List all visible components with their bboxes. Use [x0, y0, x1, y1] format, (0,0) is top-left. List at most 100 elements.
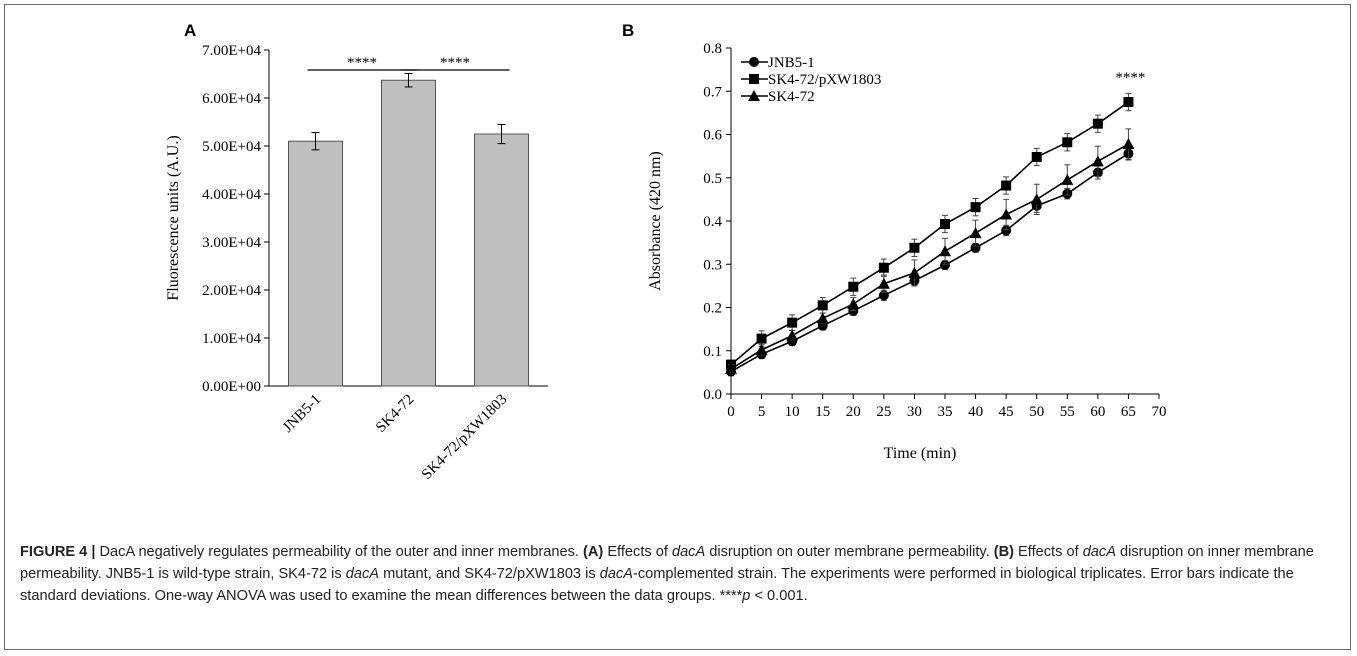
caption-segment: < 0.001.	[750, 588, 808, 604]
y-tick-label-a: 0.00E+00	[202, 379, 261, 395]
data-point	[817, 300, 828, 311]
x-tick-label-b: 35	[938, 404, 953, 420]
data-point	[1001, 180, 1012, 191]
x-tick-label-b: 30	[907, 404, 922, 420]
y-tick-label-b: 0.0	[703, 387, 722, 403]
caption-segment: Effects of	[603, 544, 672, 560]
caption-segment: DacA negatively regulates permeability o…	[95, 544, 583, 560]
x-tick-label-a: SK4-72	[373, 392, 417, 436]
series-line	[730, 152, 1129, 373]
x-tick-label-b: 50	[1029, 404, 1044, 420]
caption-segment: mutant, and SK4-72/pXW1803 is	[379, 566, 600, 582]
panel-label-b: B	[622, 21, 634, 40]
panel-label-a: A	[184, 21, 196, 40]
x-axis-label-b: Time (min)	[884, 445, 957, 462]
caption-segment: dacA	[599, 566, 633, 582]
caption-label: FIGURE 4 |	[20, 544, 96, 560]
y-tick-label-a: 6.00E+04	[202, 91, 261, 107]
data-point	[787, 317, 798, 328]
caption-segment: -complemented strain. The experiments we…	[20, 566, 1294, 604]
y-tick-label-b: 0.8	[703, 41, 722, 57]
y-tick-label-a: 1.00E+04	[202, 331, 261, 347]
figure-container	[4, 4, 1351, 650]
caption-segment: disruption on inner membrane permeabilit…	[20, 544, 1314, 582]
series-line	[730, 101, 1129, 366]
x-tick-label-b: 20	[846, 404, 861, 420]
chart-b: 0.0 0.1 0.2 0.3 0.4 0.5 0.6 0.7 0.8 0 5 10 15 20 25 30 3…	[647, 41, 1167, 462]
x-tick-label-b: 0	[727, 404, 735, 420]
data-point	[970, 202, 981, 213]
series-sk4-72	[725, 128, 1135, 374]
data-point	[970, 242, 981, 253]
caption-segment: p	[742, 588, 751, 604]
significance-label: ****	[347, 55, 377, 71]
caption-segment: (B)	[993, 544, 1014, 560]
y-axis-label-b: Absorbance (420 nm)	[647, 151, 664, 291]
data-point	[816, 312, 829, 324]
data-point	[1001, 225, 1012, 236]
data-point	[755, 343, 768, 355]
data-point	[725, 362, 737, 374]
caption-segment: dacA	[1082, 544, 1116, 560]
x-tick-label-a: SK4-72/pXW1803	[419, 392, 510, 483]
data-point	[1061, 173, 1074, 185]
caption-segment: dacA	[671, 544, 706, 560]
data-point	[940, 219, 950, 230]
bar-jnb5-1	[288, 140, 343, 387]
data-point	[878, 262, 889, 273]
y-tick-label-a: 5.00E+04	[202, 139, 261, 155]
data-point	[786, 329, 799, 341]
data-point	[878, 290, 889, 301]
legend-entry: SK4-72/pXW1803	[768, 72, 881, 88]
figure-caption: FIGURE 4 | DacA negatively regulates per…	[20, 541, 1338, 607]
y-tick-label-b: 0.5	[703, 171, 722, 187]
data-point	[877, 277, 890, 289]
data-point	[1000, 208, 1013, 220]
legend-entry: SK4-72	[768, 89, 815, 105]
series-line	[730, 143, 1129, 370]
data-point	[969, 227, 982, 239]
data-point	[1030, 193, 1043, 205]
data-point	[1031, 151, 1042, 162]
legend-marker	[749, 57, 759, 67]
legend-marker	[749, 74, 759, 84]
x-tick-label-b: 15	[815, 404, 830, 420]
x-tick-label-b: 45	[999, 404, 1014, 420]
bar-sk4-72	[381, 79, 436, 387]
significance-label: ****	[440, 55, 470, 71]
x-tick-label-b: 70	[1152, 404, 1167, 420]
significance-label-b: ****	[1115, 70, 1145, 86]
y-tick-label-a: 7.00E+04	[202, 43, 261, 59]
y-tick-label-b: 0.6	[703, 128, 722, 144]
caption-segment: disruption on outer membrane permeabilit…	[705, 544, 994, 560]
caption-segment: Effects of	[1014, 544, 1083, 560]
caption-segment: (A)	[583, 544, 604, 560]
x-tick-label-b: 40	[968, 404, 983, 420]
x-tick-label-b: 25	[876, 404, 891, 420]
data-point	[909, 242, 920, 253]
y-tick-label-a: 4.00E+04	[202, 187, 261, 203]
data-point	[939, 245, 951, 257]
series-sk4-72-pxw1803	[726, 92, 1134, 370]
data-point	[1091, 155, 1104, 167]
y-tick-label-b: 0.1	[703, 344, 722, 360]
data-point	[1092, 118, 1103, 129]
x-tick-label-a: JNB5-1	[280, 392, 324, 436]
data-point	[847, 298, 860, 310]
caption-text: DacA negatively regulates permeability o…	[20, 544, 1314, 604]
x-tick-label-b: 10	[785, 404, 800, 420]
data-point	[848, 281, 859, 292]
y-tick-label-b: 0.7	[703, 84, 722, 100]
x-tick-label-b: 55	[1060, 404, 1075, 420]
legend-entry: JNB5-1	[768, 55, 815, 71]
y-tick-label-a: 3.00E+04	[202, 235, 261, 251]
data-point	[1122, 138, 1135, 150]
x-tick-label-b: 5	[758, 404, 766, 420]
y-tick-label-b: 0.4	[703, 214, 722, 230]
data-point	[1062, 137, 1073, 148]
data-point	[1123, 97, 1134, 108]
caption-segment: dacA	[345, 566, 380, 582]
figure-charts: A B 0.00E+00 1.00E+04 2.00E+04 3.00E+04 4.00…	[165, 21, 1167, 483]
x-tick-label-b: 60	[1090, 404, 1105, 420]
